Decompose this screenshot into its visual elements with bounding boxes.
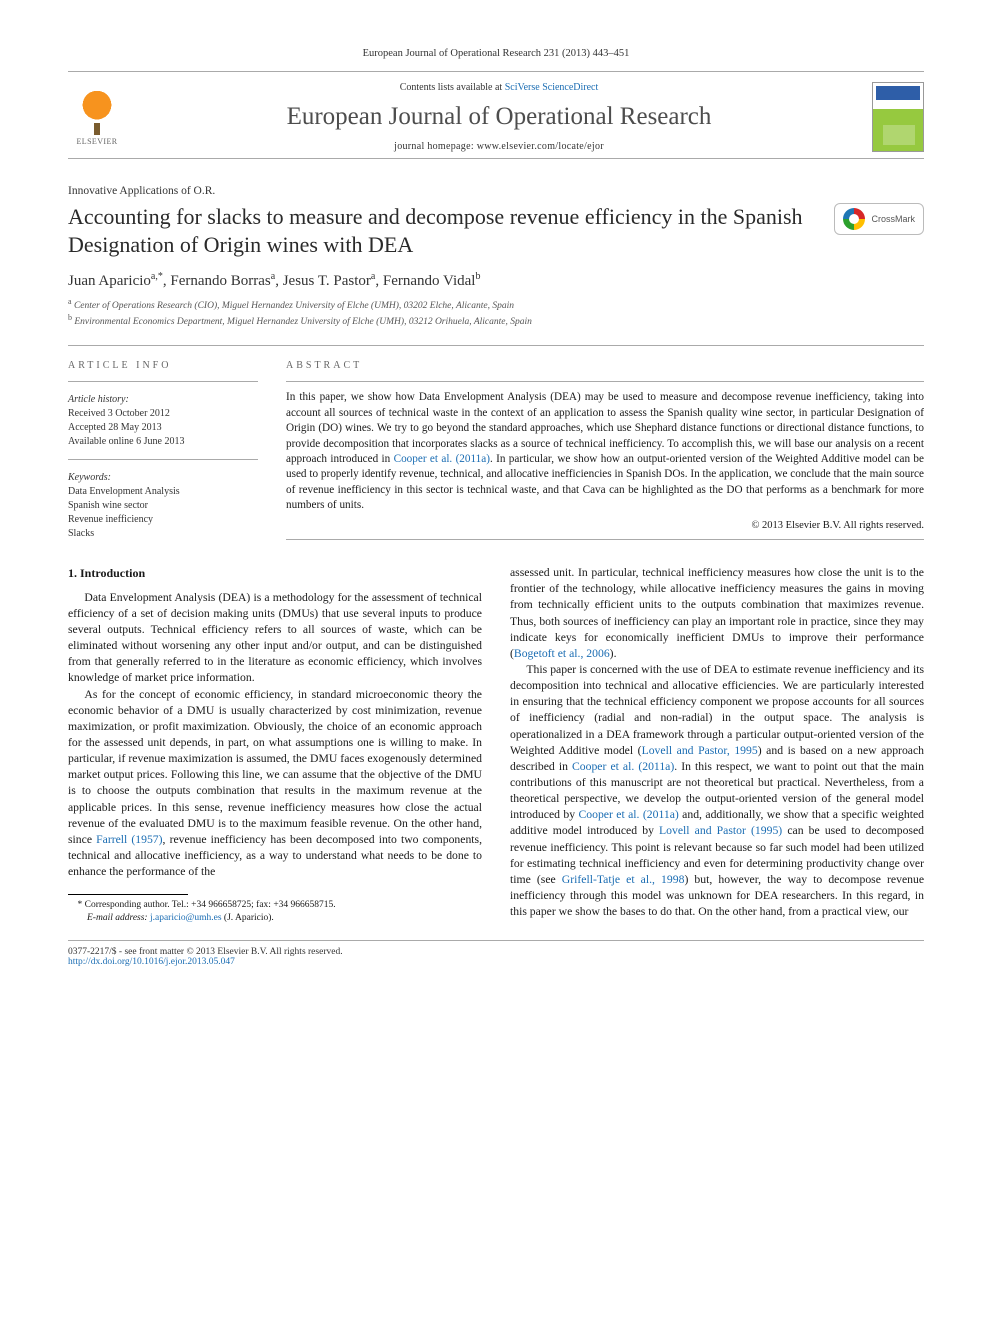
author: Jesus T. Pastor	[283, 273, 371, 289]
author-mark: a	[371, 271, 375, 282]
citation-link[interactable]: Lovell and Pastor, 1995	[642, 744, 758, 757]
footer-left: 0377-2217/$ - see front matter © 2013 El…	[68, 947, 343, 967]
body-paragraph: As for the concept of economic efficienc…	[68, 687, 482, 881]
publisher-bar: ELSEVIER Contents lists available at Sci…	[68, 71, 924, 159]
email-link[interactable]: j.aparicio@umh.es	[150, 913, 222, 923]
keywords-block: Data Envelopment Analysis Spanish wine s…	[68, 485, 258, 541]
header-citation: European Journal of Operational Research…	[68, 48, 924, 59]
citation-link[interactable]: Cooper et al. (2011a)	[572, 760, 674, 773]
doi-link[interactable]: http://dx.doi.org/10.1016/j.ejor.2013.05…	[68, 957, 343, 967]
abstract-column: ABSTRACT In this paper, we show how Data…	[286, 360, 924, 541]
contents-line: Contents lists available at SciVerse Sci…	[138, 82, 860, 93]
email-label: E-mail address:	[87, 913, 148, 923]
author-mark: a	[271, 271, 275, 282]
citation-link[interactable]: Farrell (1957)	[96, 833, 162, 846]
crossmark-badge[interactable]: CrossMark	[834, 203, 924, 235]
body-paragraph: Data Envelopment Analysis (DEA) is a met…	[68, 590, 482, 687]
keyword: Revenue inefficiency	[68, 513, 258, 527]
divider	[286, 539, 924, 540]
citation-link[interactable]: Cooper et al. (2011a)	[578, 808, 678, 821]
citation-link[interactable]: Grifell-Tatje et al., 1998	[562, 873, 685, 886]
footer-front-matter: 0377-2217/$ - see front matter © 2013 El…	[68, 947, 343, 957]
divider	[286, 381, 924, 382]
affiliations: a Center of Operations Research (CIO), M…	[68, 297, 924, 329]
corresponding-footnote: * Corresponding author. Tel.: +34 966658…	[68, 899, 482, 911]
article-type-label: Innovative Applications of O.R.	[68, 185, 924, 197]
affil-text: Center of Operations Research (CIO), Mig…	[74, 301, 514, 311]
body-span: As for the concept of economic efficienc…	[68, 688, 482, 846]
divider	[68, 381, 258, 382]
body-paragraph: This paper is concerned with the use of …	[510, 662, 924, 920]
paper-title: Accounting for slacks to measure and dec…	[68, 203, 814, 258]
email-who: (J. Aparicio).	[224, 913, 274, 923]
abstract-text: In this paper, we show how Data Envelopm…	[286, 390, 924, 514]
crossmark-icon	[843, 208, 865, 230]
history-line: Accepted 28 May 2013	[68, 421, 258, 435]
footnote-rule	[68, 894, 188, 895]
body-span: assessed unit. In particular, technical …	[510, 566, 924, 660]
citation-link[interactable]: Lovell and Pastor (1995)	[659, 824, 782, 837]
history-line: Available online 6 June 2013	[68, 435, 258, 449]
author: Juan Aparicio	[68, 273, 151, 289]
citation-link[interactable]: Bogetoft et al., 2006	[514, 647, 610, 660]
journal-cover-thumbnail	[872, 82, 924, 152]
citation-link[interactable]: Cooper et al. (2011a)	[394, 453, 490, 465]
affil-mark: a	[68, 297, 72, 306]
authors-line: Juan Aparicioa,*, Fernando Borrasa, Jesu…	[68, 270, 924, 291]
affiliation: b Environmental Economics Department, Mi…	[68, 313, 924, 329]
author-mark: a,*	[151, 271, 163, 282]
body-columns: 1. Introduction Data Envelopment Analysi…	[68, 565, 924, 924]
body-span: ).	[610, 647, 617, 660]
elsevier-logo: ELSEVIER	[68, 89, 126, 146]
article-info-sidebar: ARTICLE INFO Article history: Received 3…	[68, 360, 258, 541]
history-title: Article history:	[68, 394, 258, 405]
divider	[68, 345, 924, 346]
copyright-line: © 2013 Elsevier B.V. All rights reserved…	[286, 520, 924, 531]
affil-mark: b	[68, 313, 72, 322]
history-block: Received 3 October 2012 Accepted 28 May …	[68, 407, 258, 449]
elsevier-tree-icon	[74, 89, 120, 135]
homepage-line: journal homepage: www.elsevier.com/locat…	[138, 141, 860, 152]
keyword: Spanish wine sector	[68, 499, 258, 513]
section-heading: 1. Introduction	[68, 565, 482, 582]
author: Fernando Vidal	[383, 273, 476, 289]
sciencedirect-link[interactable]: SciVerse ScienceDirect	[505, 82, 599, 93]
journal-name: European Journal of Operational Research	[138, 103, 860, 131]
footnote-block: * Corresponding author. Tel.: +34 966658…	[68, 894, 482, 924]
abstract-heading: ABSTRACT	[286, 360, 924, 371]
homepage-url[interactable]: www.elsevier.com/locate/ejor	[477, 141, 604, 152]
body-paragraph: assessed unit. In particular, technical …	[510, 565, 924, 662]
contents-prefix: Contents lists available at	[400, 82, 505, 93]
elsevier-name: ELSEVIER	[77, 137, 118, 146]
email-footnote: E-mail address: j.aparicio@umh.es (J. Ap…	[68, 912, 482, 924]
keyword: Data Envelopment Analysis	[68, 485, 258, 499]
page-footer: 0377-2217/$ - see front matter © 2013 El…	[68, 940, 924, 967]
body-span: This paper is concerned with the use of …	[510, 663, 924, 757]
keyword: Slacks	[68, 527, 258, 541]
homepage-prefix: journal homepage:	[394, 141, 477, 152]
author-mark: b	[475, 271, 480, 282]
history-line: Received 3 October 2012	[68, 407, 258, 421]
affiliation: a Center of Operations Research (CIO), M…	[68, 297, 924, 313]
keywords-title: Keywords:	[68, 472, 258, 483]
divider	[68, 459, 258, 460]
author: Fernando Borras	[170, 273, 270, 289]
crossmark-label: CrossMark	[871, 214, 915, 224]
article-info-heading: ARTICLE INFO	[68, 360, 258, 371]
affil-text: Environmental Economics Department, Migu…	[74, 317, 532, 327]
